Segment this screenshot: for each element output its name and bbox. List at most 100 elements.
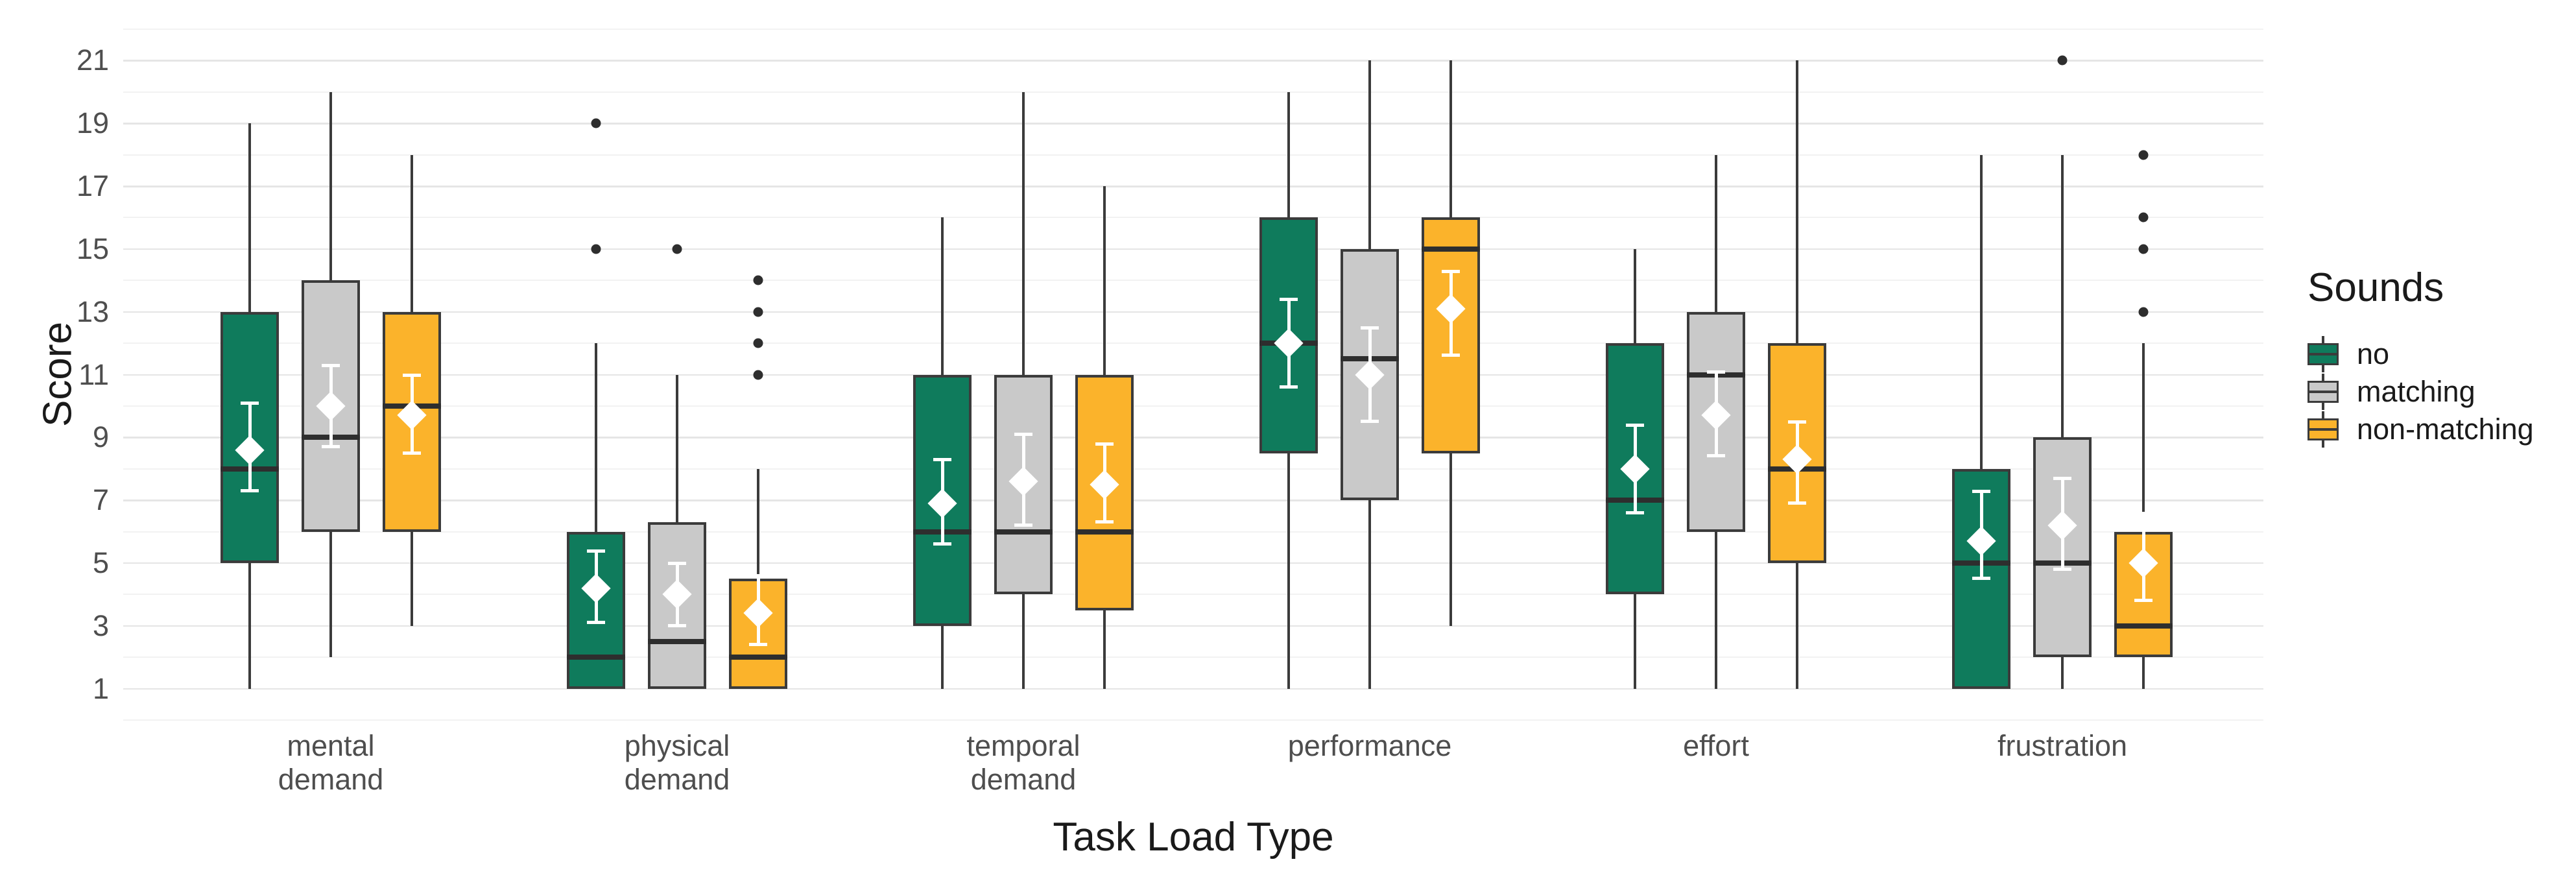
outlier-point [2138, 307, 2149, 317]
gridline-minor [123, 594, 2263, 595]
median-line [994, 529, 1053, 535]
legend-boxplot-glyph [2308, 374, 2339, 410]
outlier-point [753, 338, 763, 348]
legend-entry-label: non-matching [2357, 413, 2534, 446]
legend-entries: no matching non-matching [2308, 335, 2534, 448]
boxplot-box [1341, 248, 1399, 501]
legend-entry: no [2308, 335, 2534, 373]
x-axis-title: Task Load Type [1053, 815, 1334, 860]
whisker-line [595, 343, 597, 689]
mean-ci-cap-top [1361, 326, 1379, 330]
x-category-label: physical demand [624, 729, 730, 796]
x-category-label: frustration [1997, 729, 2128, 762]
gridline-minor [123, 656, 2263, 658]
mean-ci-cap-bottom [1788, 501, 1806, 505]
median-line [729, 655, 787, 660]
legend-boxplot-glyph [2308, 411, 2339, 448]
mean-ci-cap-bottom [749, 642, 767, 646]
outlier-point [753, 370, 763, 379]
mean-ci-cap-bottom [2134, 599, 2153, 603]
gridline-major [123, 688, 2263, 690]
mean-ci-cap-top [668, 561, 686, 565]
mean-ci-cap-bottom [1972, 577, 1990, 581]
outlier-point [2138, 212, 2149, 222]
mean-ci-cap-top [1972, 489, 1990, 493]
mean-ci-cap-top [403, 373, 421, 377]
median-line [1075, 529, 1134, 535]
mean-ci-cap-bottom [1014, 523, 1032, 527]
whisker-line [2061, 154, 2064, 689]
median-line [2114, 623, 2173, 629]
median-line [648, 638, 706, 644]
legend-entry-label: matching [2357, 375, 2475, 408]
mean-ci-cap-top [1095, 442, 1114, 446]
gridline-minor [123, 154, 2263, 156]
y-tick-label: 19 [76, 106, 109, 140]
legend-entry: matching [2308, 373, 2534, 411]
y-tick-label: 1 [92, 671, 109, 705]
mean-ci-cap-bottom [1626, 511, 1644, 514]
gridline-minor [123, 217, 2263, 219]
mean-ci-cap-bottom [322, 444, 340, 448]
gridline-minor [123, 531, 2263, 533]
mean-ci-cap-top [933, 458, 951, 462]
y-tick-label: 21 [76, 43, 109, 77]
gridline-minor [123, 468, 2263, 470]
y-tick-label: 11 [78, 357, 109, 391]
outlier-point [753, 275, 763, 285]
plot-panel [123, 29, 2263, 721]
gridline-minor [123, 91, 2263, 93]
gridline-minor [123, 719, 2263, 721]
mean-ci-cap-bottom [933, 542, 951, 546]
gridline-minor [123, 29, 2263, 30]
outlier-point [753, 307, 763, 317]
gridline-major [123, 311, 2263, 313]
outlier-point [672, 244, 682, 254]
whisker-line [1980, 154, 1983, 689]
y-tick-label: 17 [76, 169, 109, 203]
gridline-major [123, 499, 2263, 501]
y-tick-label: 15 [76, 232, 109, 265]
gridline-major [123, 625, 2263, 627]
gridline-minor [123, 405, 2263, 407]
mean-ci-cap-top [1442, 269, 1460, 273]
y-tick-label: 13 [76, 295, 109, 328]
mean-ci-cap-bottom [403, 451, 421, 455]
mean-ci-cap-top [1280, 298, 1298, 302]
outlier-point [2057, 55, 2068, 66]
legend-glyph-median [2308, 353, 2339, 355]
gridline-minor [123, 343, 2263, 344]
mean-ci-cap-bottom [587, 620, 605, 624]
mean-ci-cap-bottom [1442, 354, 1460, 357]
y-tick-label: 9 [92, 420, 109, 454]
mean-ci-cap-top [1707, 370, 1725, 374]
mean-ci-cap-bottom [668, 623, 686, 627]
y-tick-label: 5 [92, 546, 109, 579]
gridline-major [123, 374, 2263, 376]
gridline-major [123, 123, 2263, 125]
median-line [567, 655, 625, 660]
x-category-label: performance [1287, 729, 1452, 762]
gridline-major [123, 60, 2263, 62]
mean-ci-cap-bottom [1095, 520, 1114, 524]
mean-ci-cap-top [587, 549, 605, 553]
mean-ci-cap-bottom [1280, 385, 1298, 389]
mean-ci-cap-top [1014, 433, 1032, 437]
gridline-major [123, 562, 2263, 564]
mean-ci-cap-top [2053, 477, 2071, 481]
gridline-minor [123, 280, 2263, 282]
legend-entry: non-matching [2308, 411, 2534, 448]
y-tick-label: 7 [92, 483, 109, 517]
mean-ci-cap-bottom [2053, 567, 2071, 571]
mean-ci-cap-bottom [1707, 454, 1725, 458]
outlier-point [591, 244, 601, 254]
legend: Sounds no matching non-matching [2308, 265, 2534, 448]
mean-ci-cap-top [1626, 423, 1644, 427]
median-line [1422, 246, 1480, 252]
legend-glyph-median [2308, 391, 2339, 393]
gridline-major [123, 248, 2263, 250]
legend-boxplot-glyph [2308, 336, 2339, 372]
x-category-label: temporal demand [966, 729, 1080, 796]
mean-ci-cap-top [322, 363, 340, 367]
